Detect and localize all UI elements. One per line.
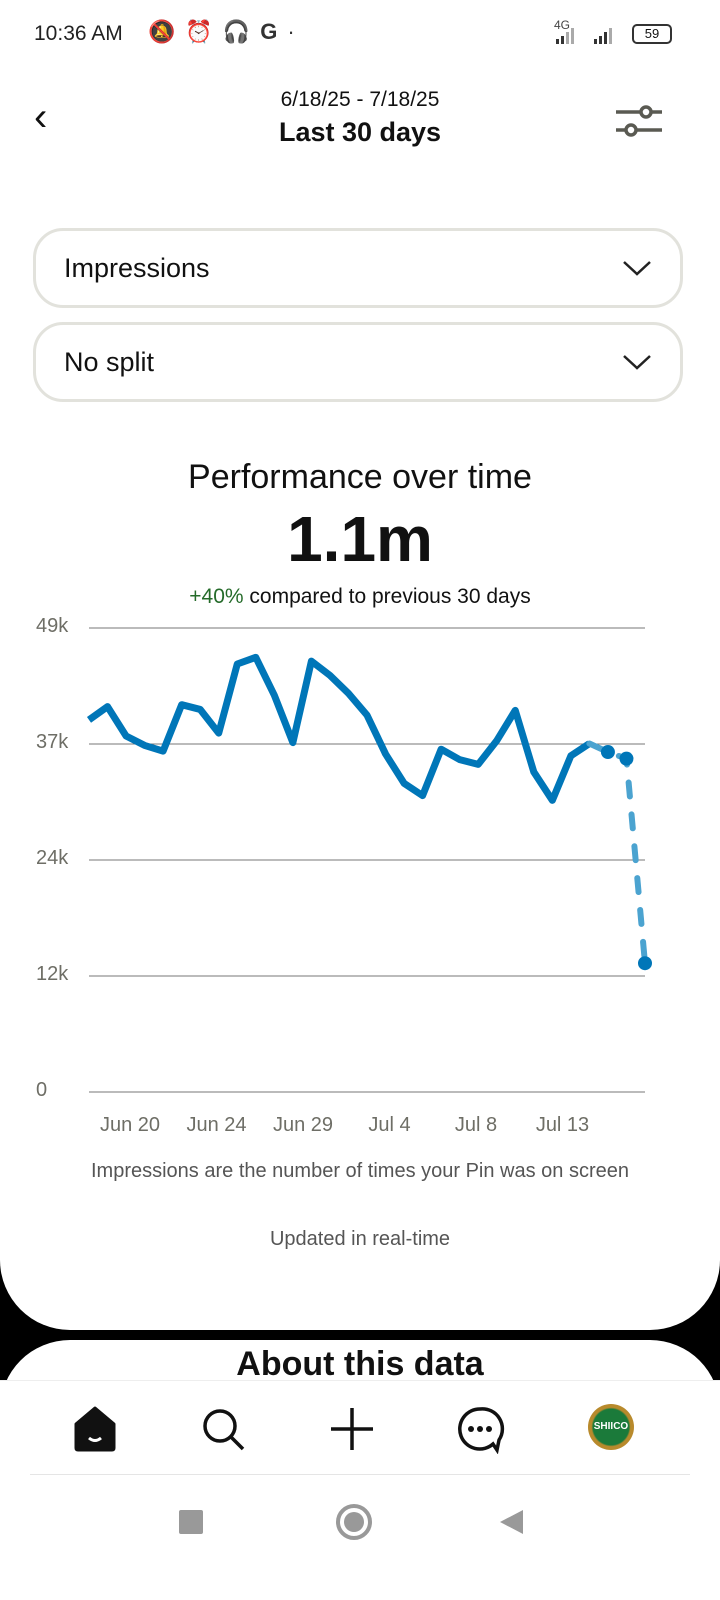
impressions-line-chart	[86, 627, 652, 1093]
y-tick-label: 24k	[36, 847, 69, 869]
filter-sliders-icon[interactable]	[614, 104, 664, 138]
period-title[interactable]: Last 30 days	[278, 117, 442, 147]
status-icons: 🔕⏰🎧G·	[148, 19, 305, 45]
alarm-icon: ⏰	[185, 19, 223, 44]
about-heading: About this data	[236, 1345, 484, 1383]
date-range: 6/18/25 - 7/18/25	[280, 88, 440, 111]
dot-icon: ·	[287, 19, 305, 44]
home-icon[interactable]	[70, 1404, 120, 1454]
change-description: compared to previous 30 days	[249, 585, 531, 608]
signal-icon	[556, 28, 612, 44]
estimated-line	[586, 740, 648, 967]
battery-icon: 59	[632, 24, 672, 44]
status-bar: 10:36 AM 🔕⏰🎧G· 4G 59	[0, 0, 720, 70]
headphones-icon: 🎧	[222, 19, 261, 44]
actual-line	[86, 653, 592, 804]
back-system-button[interactable]	[497, 1508, 525, 1536]
muted-bell-icon: 🔕	[148, 19, 186, 44]
x-tick-label: Jun 20	[99, 1114, 161, 1136]
y-tick-label: 49k	[36, 615, 69, 637]
data-point	[600, 745, 615, 760]
status-time: 10:36 AM	[34, 22, 123, 45]
chart-footnote: Impressions are the number of times your…	[90, 1160, 630, 1182]
metric-value: Impressions	[64, 252, 210, 283]
analytics-card	[0, 0, 720, 1330]
x-tick-label: Jul 4	[368, 1114, 411, 1136]
chevron-down-icon	[623, 261, 651, 276]
split-value: No split	[64, 346, 155, 377]
metric-dropdown[interactable]: Impressions	[33, 228, 683, 308]
y-tick-label: 12k	[36, 963, 69, 985]
comparison-text: +40% compared to previous 30 days	[0, 585, 720, 609]
create-icon[interactable]	[327, 1404, 377, 1454]
split-dropdown[interactable]: No split	[33, 322, 683, 402]
total-value: 1.1m	[287, 503, 433, 575]
messages-icon[interactable]	[455, 1404, 505, 1454]
y-tick-label: 0	[36, 1079, 48, 1101]
avatar-logo-text: SHIICO	[593, 1421, 629, 1432]
x-tick-label: Jun 24	[186, 1114, 247, 1136]
profile-avatar[interactable]: SHIICO	[588, 1404, 634, 1450]
x-tick-label: Jun 29	[272, 1114, 334, 1136]
google-icon: G	[260, 19, 288, 44]
data-point	[619, 751, 634, 766]
data-point	[638, 956, 652, 971]
chevron-down-icon	[623, 355, 651, 370]
back-button[interactable]: ‹	[34, 95, 48, 139]
nav-divider	[30, 1474, 690, 1475]
system-nav-bar	[0, 1475, 720, 1600]
change-percent: +40%	[189, 585, 244, 608]
x-tick-label: Jul 13	[535, 1114, 590, 1136]
y-tick-label: 37k	[36, 731, 69, 753]
chart-title: Performance over time	[188, 458, 532, 496]
updated-text: Updated in real-time	[269, 1228, 451, 1250]
search-icon[interactable]	[198, 1404, 248, 1454]
x-tick-label: Jul 8	[454, 1114, 498, 1136]
network-type: 4G	[553, 18, 570, 32]
home-system-button[interactable]	[336, 1504, 372, 1540]
recents-button[interactable]	[179, 1510, 203, 1534]
